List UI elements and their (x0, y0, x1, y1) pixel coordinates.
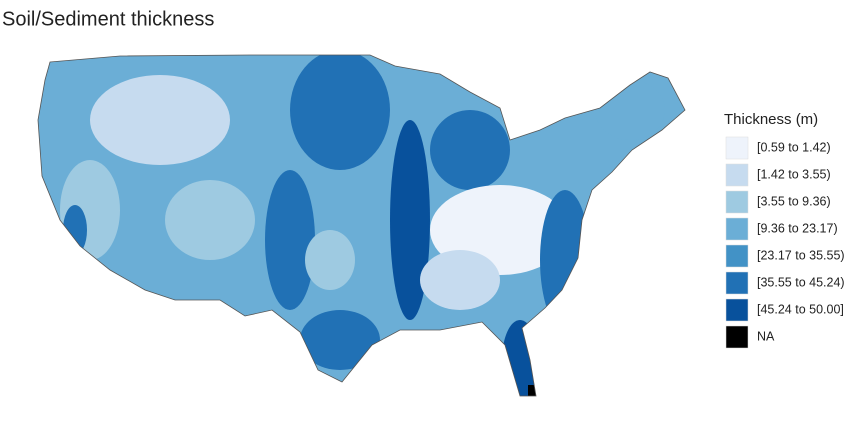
legend-label: [45.24 to 50.00] (757, 302, 844, 316)
legend-label: [35.55 to 45.24) (757, 275, 845, 289)
legend-swatch (725, 163, 749, 187)
region (430, 110, 510, 190)
legend: [0.59 to 1.42) [1.42 to 3.55) [3.55 to 9.3… (725, 136, 845, 349)
region (528, 385, 536, 396)
region (90, 75, 230, 165)
legend-label: [9.36 to 23.17) (757, 221, 838, 235)
region (420, 250, 500, 310)
region (300, 310, 380, 370)
legend-label: [0.59 to 1.42) (757, 140, 831, 154)
map-outline (37, 54, 686, 397)
region (265, 170, 315, 310)
map-title: Soil/Sediment thickness (2, 8, 214, 30)
legend-label: [23.17 to 35.55) (757, 248, 845, 262)
region (390, 120, 430, 320)
legend-title: Thickness (m) (724, 111, 818, 128)
legend-swatch (725, 244, 749, 268)
region (63, 205, 87, 255)
legend-label: [3.55 to 9.36) (757, 194, 831, 208)
legend-swatch (725, 190, 749, 214)
legend-swatch (725, 271, 749, 295)
region (540, 190, 590, 330)
region (305, 230, 355, 290)
map-body (38, 55, 685, 396)
region (290, 55, 390, 170)
region (595, 80, 665, 140)
legend-swatch (725, 325, 749, 349)
region (165, 180, 255, 260)
legend-swatch (725, 136, 749, 160)
legend-swatch (725, 217, 749, 241)
legend-label: [1.42 to 3.55) (757, 167, 831, 181)
legend-swatch (725, 298, 749, 322)
legend-label: NA (757, 329, 775, 343)
